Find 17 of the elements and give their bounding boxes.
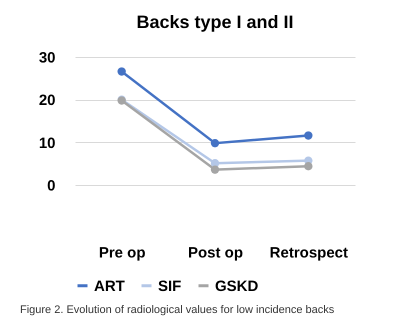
point xyxy=(210,139,220,148)
y-tick-label: 10 xyxy=(38,134,56,152)
y-tick-label: 30 xyxy=(38,50,56,66)
point xyxy=(210,165,220,174)
point xyxy=(304,131,313,140)
legend-label: GSKD xyxy=(215,278,259,295)
x-tick-label: Post op xyxy=(188,244,243,262)
legend-label: SIF xyxy=(158,278,182,295)
x-tick-label: Pre op xyxy=(98,244,146,262)
x-tick-label: Retrospect xyxy=(270,244,348,262)
point xyxy=(304,162,313,170)
y-tick-label: 20 xyxy=(38,92,56,110)
legend-label: ART xyxy=(94,278,125,295)
chart-title: Backs type I and II xyxy=(136,12,294,32)
y-tick-label: 0 xyxy=(47,178,56,194)
point xyxy=(117,67,126,76)
caption: Figure 2. Evolution of radiological values for low incidence backs xyxy=(20,304,335,316)
